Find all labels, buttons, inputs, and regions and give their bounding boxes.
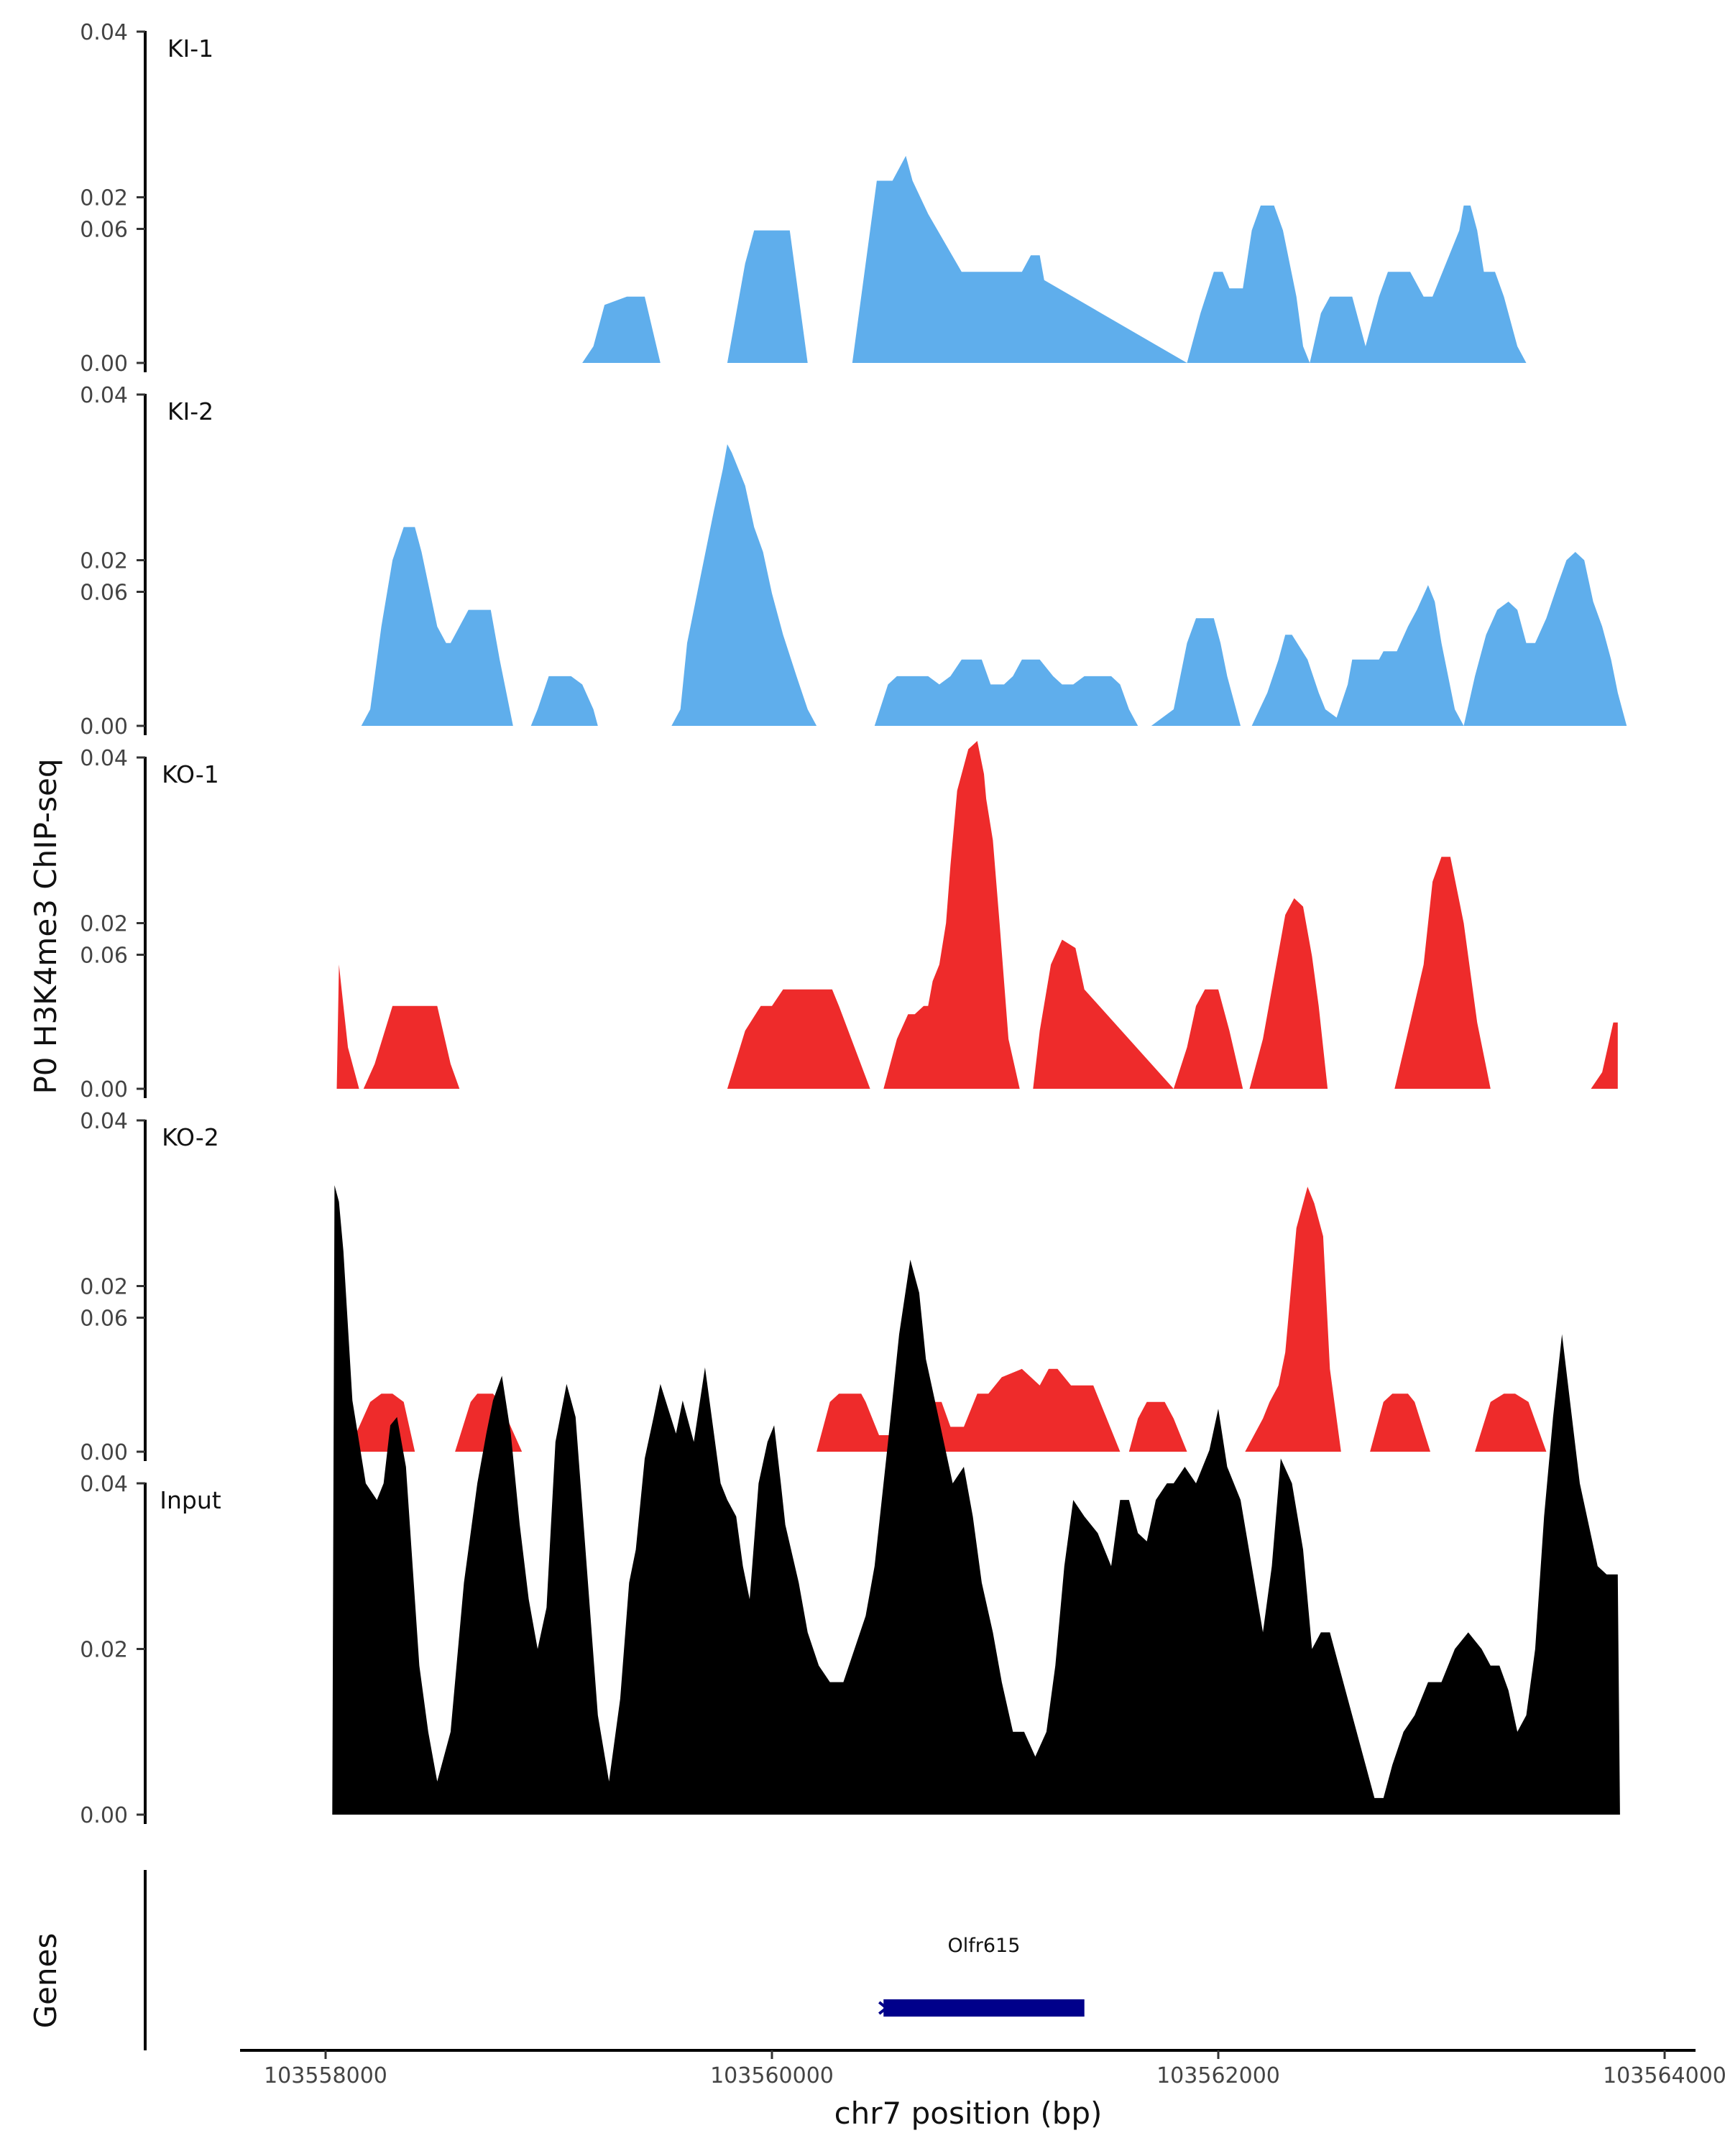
track-ki-2: 0.00 0.02 0.04 0.06 KI-2 (80, 218, 1627, 740)
x-tick-label: 103560000 (710, 2063, 834, 2088)
track-label: KI-1 (167, 34, 213, 63)
y-tick-label: 0.02 (80, 549, 128, 574)
gene-name: Olfr615 (948, 1935, 1021, 1957)
gene-body (883, 1999, 1085, 2017)
y-tick-label: 0.00 (80, 1803, 128, 1828)
y-tick-label: 0.04 (80, 1109, 128, 1134)
track-input: 0.00 0.02 0.04 0.06 Input (80, 1185, 1620, 1828)
track-ki-1: 0.00 0.02 0.04 0.06 KI-1 (80, 20, 1527, 377)
y-axis-title: P0 H3K4me3 ChIP-seq (28, 758, 63, 1094)
tracks: 0.00 0.02 0.04 0.06 KI-1 0.00 0.02 0.04 0.06 KI-2… (80, 20, 1627, 1828)
x-tick-label: 103564000 (1603, 2063, 1725, 2088)
y-tick-label: 0.06 (80, 944, 128, 969)
x-axis: 103558000 103560000 103562000 103564000 (240, 2049, 1725, 2088)
track-label: KI-2 (167, 397, 213, 425)
gene-track: Genes Olfr615 (28, 1870, 1085, 2050)
y-tick-label: 0.02 (80, 186, 128, 211)
y-tick-label: 0.00 (80, 1440, 128, 1465)
x-axis-title: chr7 position (bp) (834, 2096, 1103, 2131)
strand-arrow-icon (878, 2001, 888, 2015)
y-tick-label: 0.02 (80, 912, 128, 937)
y-tick-label: 0.06 (80, 1307, 128, 1332)
x-tick-label: 103558000 (264, 2063, 387, 2088)
track-label: Input (160, 1486, 221, 1514)
y-tick-label: 0.04 (80, 746, 128, 771)
signal-area-ko-2 (348, 1187, 1563, 1452)
y-tick-label: 0.02 (80, 1638, 128, 1663)
y-tick-label: 0.00 (80, 351, 128, 377)
y-tick-label: 0.04 (80, 1472, 128, 1497)
y-tick-label: 0.00 (80, 1077, 128, 1102)
y-tick-label: 0.04 (80, 20, 128, 45)
signal-area-ki-2 (361, 444, 1627, 726)
track-ko-2: 0.00 0.02 0.04 0.06 KO-2 (80, 944, 1563, 1465)
genes-track-title: Genes (28, 1933, 63, 2029)
y-tick-label: 0.06 (80, 581, 128, 606)
y-tick-label: 0.04 (80, 383, 128, 408)
signal-area-ko-1 (336, 741, 1618, 1089)
y-tick-label: 0.02 (80, 1275, 128, 1300)
signal-area-input (332, 1185, 1620, 1815)
track-label: KO-2 (162, 1123, 219, 1151)
y-tick-label: 0.00 (80, 714, 128, 740)
track-label: KO-1 (162, 760, 219, 788)
y-tick-label: 0.06 (80, 218, 128, 243)
signal-area-ki-1 (582, 155, 1527, 363)
track-ko-1: 0.00 0.02 0.04 0.06 KO-1 (80, 581, 1618, 1102)
x-tick-label: 103562000 (1156, 2063, 1280, 2088)
